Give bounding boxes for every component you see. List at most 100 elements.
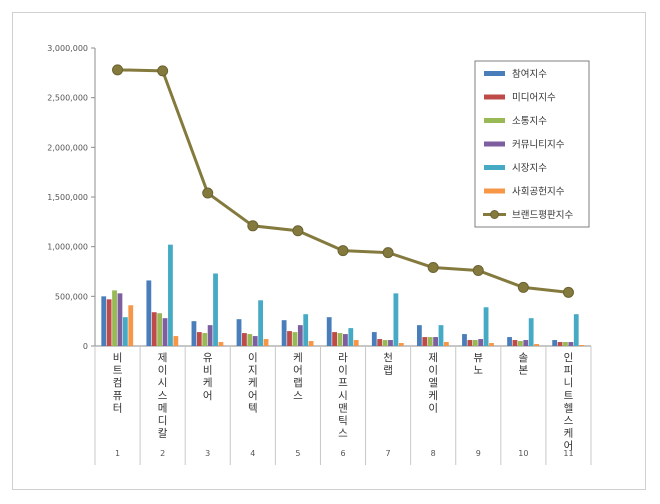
- bar-2-9: [467, 340, 473, 346]
- bar-6-1: [128, 305, 134, 346]
- bar-6-10: [534, 344, 539, 346]
- bar-3-11: [563, 342, 568, 346]
- bar-1-6: [326, 317, 332, 346]
- bar-5-3: [213, 273, 218, 346]
- line-point-4: [247, 220, 259, 232]
- bar-4-9: [478, 339, 484, 346]
- chart-svg: 0 500,000 1,000,000 1,500,000 2,000,000 2,500…: [47, 44, 592, 465]
- line-point-3: [202, 187, 214, 199]
- legend-label: 참여지수: [512, 68, 547, 80]
- bar-1-11: [552, 340, 558, 346]
- bar-2-7: [377, 339, 383, 346]
- bar-6-4: [263, 339, 269, 346]
- bar-5-8: [438, 325, 444, 346]
- bar-1-2: [146, 280, 152, 346]
- y-tick-label: 1,500,000: [47, 193, 88, 202]
- legend-swatch: [484, 94, 505, 100]
- legend-swatch: [484, 71, 505, 76]
- legend-label: 브랜드평판지수: [512, 210, 573, 221]
- bar-5-7: [393, 293, 399, 346]
- bar-1-10: [507, 337, 512, 346]
- y-tick-label: 0: [83, 342, 88, 351]
- bar-6-5: [308, 341, 314, 346]
- bar-2-6: [332, 332, 337, 346]
- line-point-1: [112, 64, 124, 76]
- bar-1-4: [236, 319, 242, 346]
- bar-4-7: [388, 340, 393, 346]
- category-number: 5: [295, 449, 300, 458]
- bar-4-2: [162, 318, 168, 346]
- bar-1-9: [462, 334, 467, 346]
- bar-3-5: [292, 332, 298, 346]
- category-number: 1: [115, 449, 120, 458]
- bar-5-11: [573, 314, 579, 346]
- bar-5-6: [348, 328, 354, 346]
- y-tick-label: 1,000,000: [47, 243, 88, 252]
- bar-6-11: [579, 345, 585, 346]
- bar-1-5: [281, 320, 287, 346]
- legend-swatch: [484, 141, 505, 147]
- bar-2-8: [422, 337, 428, 346]
- legend-label: 커뮤니티지수: [512, 140, 565, 151]
- line-point-8: [427, 262, 439, 274]
- y-tick-label: 3,000,000: [47, 44, 88, 53]
- category-number: 7: [386, 449, 391, 458]
- legend-swatch: [484, 165, 505, 170]
- bar-3-7: [382, 340, 388, 346]
- bar-2-10: [512, 340, 518, 346]
- bar-2-5: [287, 331, 292, 346]
- category-number: 11: [563, 449, 573, 458]
- chart-frame: 0 500,000 1,000,000 1,500,000 2,000,000 2,500…: [12, 12, 646, 490]
- bar-5-9: [483, 307, 489, 346]
- legend-label: 사회공헌지수: [512, 187, 565, 198]
- bar-6-3: [218, 342, 224, 346]
- bar-5-4: [258, 300, 264, 346]
- bar-2-4: [242, 333, 247, 346]
- bar-3-2: [157, 313, 163, 346]
- bar-2-11: [557, 342, 563, 346]
- bar-4-10: [523, 340, 529, 346]
- legend-swatch: [484, 118, 505, 123]
- bar-6-6: [353, 340, 359, 346]
- bar-1-8: [416, 325, 422, 346]
- category-number: 10: [518, 449, 528, 458]
- bar-2-3: [196, 332, 202, 346]
- line-point-6: [337, 245, 349, 257]
- bar-3-1: [112, 290, 117, 346]
- bar-6-7: [398, 343, 404, 346]
- bar-4-6: [343, 334, 348, 346]
- bar-6-8: [443, 342, 449, 346]
- bar-4-8: [433, 337, 438, 346]
- category-number: 9: [476, 449, 481, 458]
- legend-line-marker: [490, 210, 499, 219]
- bar-4-11: [568, 342, 574, 346]
- category-number: 6: [340, 449, 345, 458]
- legend-label: 시장지수: [512, 163, 547, 174]
- y-tick-label: 2,500,000: [47, 94, 88, 103]
- bar-5-2: [168, 244, 173, 346]
- bar-2-1: [106, 299, 112, 346]
- bar-5-1: [122, 317, 128, 346]
- legend-swatch: [484, 188, 505, 194]
- bar-3-4: [247, 334, 253, 346]
- bar-5-5: [303, 314, 309, 346]
- line-point-5: [292, 225, 304, 237]
- bar-1-1: [101, 296, 107, 346]
- line-point-10: [517, 281, 529, 293]
- line-point-9: [472, 265, 484, 277]
- y-tick-label: 500,000: [55, 292, 88, 301]
- bar-4-5: [297, 325, 303, 346]
- bar-2-2: [151, 312, 157, 346]
- legend-label: 미디어지수: [512, 93, 556, 104]
- bar-4-1: [117, 293, 123, 346]
